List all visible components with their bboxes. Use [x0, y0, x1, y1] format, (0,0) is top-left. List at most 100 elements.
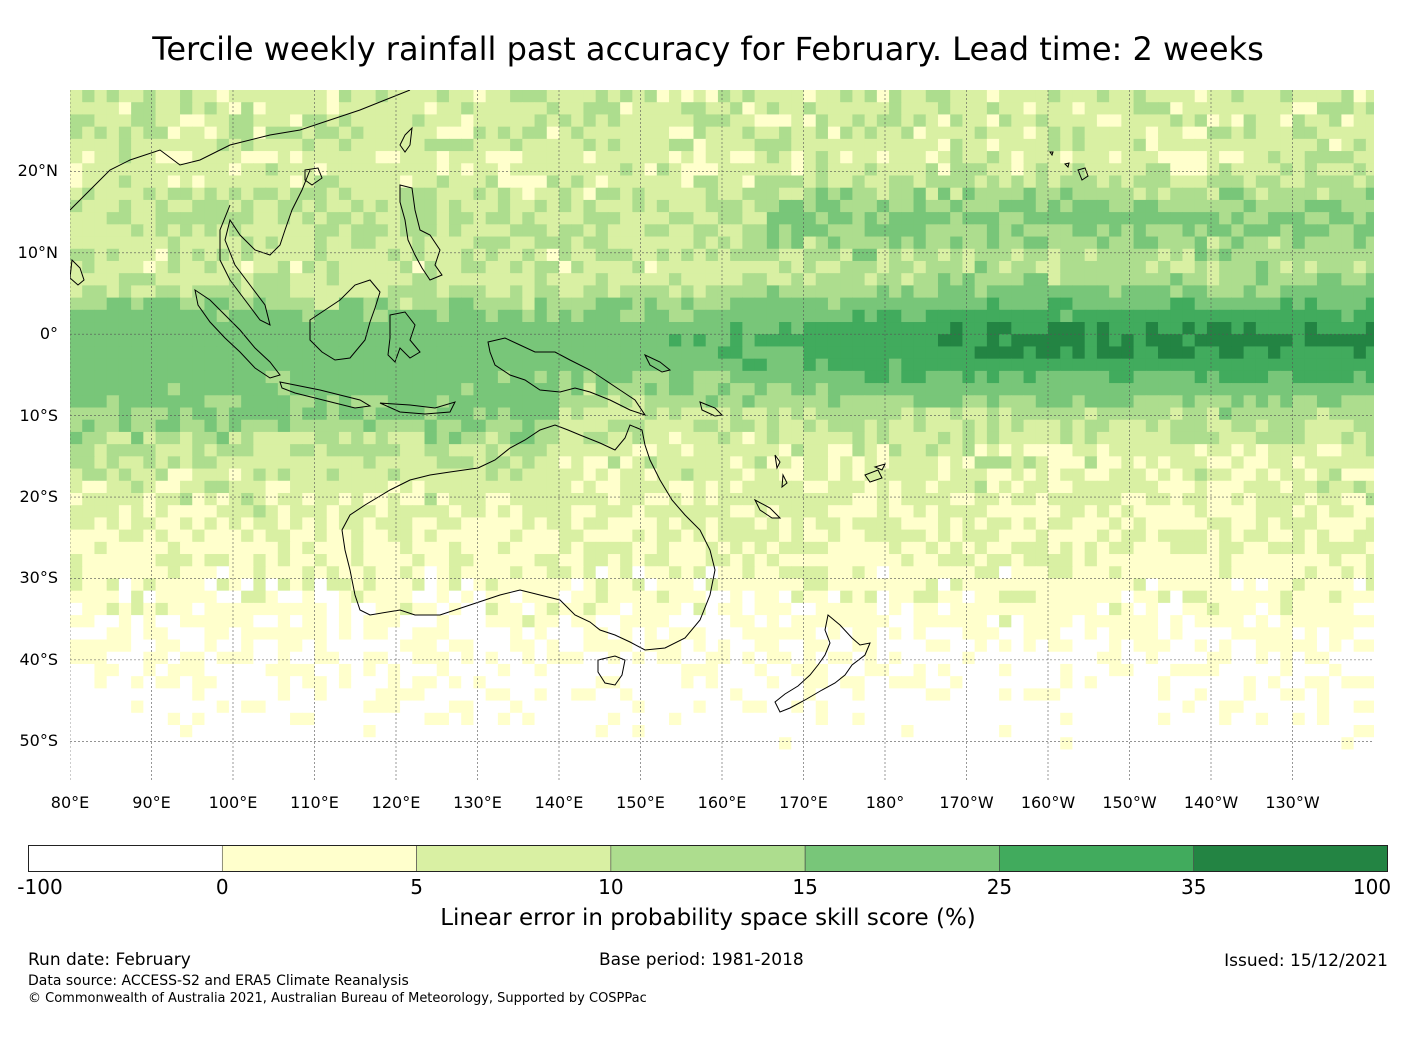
skill-cell — [497, 383, 511, 396]
skill-cell — [717, 163, 731, 177]
skill-cell — [925, 407, 939, 421]
skill-cell — [70, 358, 83, 372]
skill-cell — [387, 236, 401, 250]
skill-cell — [950, 358, 964, 372]
skill-cell — [962, 456, 976, 470]
skill-cell — [1280, 590, 1294, 604]
skill-cell — [167, 90, 181, 103]
skill-cell — [742, 297, 756, 311]
skill-cell — [497, 615, 511, 628]
skill-cell — [1084, 297, 1098, 311]
skill-cell — [1255, 273, 1269, 286]
skill-cell — [375, 224, 389, 238]
skill-cell — [583, 651, 597, 665]
skill-cell — [632, 248, 646, 262]
skill-cell — [143, 431, 157, 445]
skill-cell — [155, 126, 169, 140]
skill-cell — [473, 395, 487, 409]
skill-cell — [1231, 590, 1245, 604]
skill-cell — [1243, 334, 1257, 348]
skill-cell — [913, 273, 927, 286]
skill-cell — [717, 309, 731, 323]
skill-cell — [681, 431, 695, 445]
skill-cell — [1072, 90, 1086, 103]
skill-cell — [216, 175, 230, 189]
skill-cell — [412, 163, 426, 177]
skill-cell — [571, 273, 585, 286]
skill-cell — [864, 590, 878, 604]
skill-cell — [791, 297, 805, 311]
skill-cell — [1133, 285, 1147, 299]
skill-cell — [131, 187, 144, 201]
skill-cell — [827, 419, 841, 433]
skill-cell — [253, 260, 267, 274]
skill-cell — [118, 187, 132, 201]
skill-cell — [180, 297, 193, 311]
skill-cell — [1011, 151, 1025, 164]
skill-cell — [693, 578, 707, 592]
skill-cell — [1072, 126, 1086, 140]
skill-cell — [546, 651, 560, 665]
skill-cell — [1341, 187, 1355, 201]
skill-cell — [559, 615, 572, 628]
skill-cell — [999, 407, 1012, 421]
skill-cell — [82, 566, 96, 580]
skill-cell — [1316, 138, 1330, 152]
skill-cell — [1158, 309, 1171, 323]
skill-cell — [876, 578, 890, 592]
skill-cell — [840, 187, 853, 201]
skill-cell — [1255, 163, 1269, 177]
skill-cell — [461, 615, 475, 628]
skill-cell — [131, 102, 144, 116]
skill-cell — [1145, 370, 1159, 384]
skill-cell — [1109, 90, 1122, 103]
skill-cell — [1109, 456, 1122, 470]
skill-cell — [1243, 309, 1257, 323]
skill-cell — [1219, 346, 1232, 360]
skill-cell — [681, 480, 695, 494]
skill-cell — [167, 248, 181, 262]
skill-cell — [1158, 199, 1171, 213]
skill-cell — [1048, 297, 1061, 311]
skill-cell — [1365, 297, 1374, 311]
skill-cell — [766, 224, 780, 238]
skill-cell — [889, 114, 902, 128]
skill-cell — [1292, 273, 1306, 286]
skill-cell — [937, 102, 951, 116]
skill-cell — [925, 615, 939, 628]
skill-cell — [522, 212, 536, 225]
skill-cell — [717, 554, 731, 567]
skill-cell — [1035, 370, 1049, 384]
skill-cell — [534, 212, 548, 225]
skill-cell — [424, 285, 438, 299]
skill-cell — [473, 260, 487, 274]
skill-cell — [1121, 212, 1135, 225]
skill-cell — [1084, 431, 1098, 445]
skill-cell — [1072, 370, 1086, 384]
skill-cell — [571, 163, 585, 177]
skill-cell — [1011, 358, 1025, 372]
skill-cell — [1329, 260, 1342, 274]
skill-cell — [1206, 370, 1220, 384]
skill-cell — [1268, 248, 1281, 262]
skill-cell — [546, 126, 560, 140]
skill-cell — [864, 407, 878, 421]
skill-cell — [999, 602, 1012, 616]
skill-cell — [632, 370, 646, 384]
skill-cell — [1121, 456, 1135, 470]
skill-cell — [766, 444, 780, 457]
skill-cell — [216, 541, 230, 555]
skill-cell — [559, 187, 572, 201]
skill-cell — [1109, 602, 1122, 616]
skill-cell — [1292, 334, 1306, 348]
skill-cell — [253, 138, 267, 152]
skill-cell — [204, 151, 218, 164]
skill-cell — [400, 346, 413, 360]
skill-cell — [1096, 370, 1110, 384]
skill-cell — [436, 285, 450, 299]
skill-cell — [1292, 224, 1306, 238]
skill-cell — [338, 615, 352, 628]
skill-cell — [717, 334, 731, 348]
skill-cell — [644, 90, 658, 103]
skill-cell — [644, 578, 658, 592]
